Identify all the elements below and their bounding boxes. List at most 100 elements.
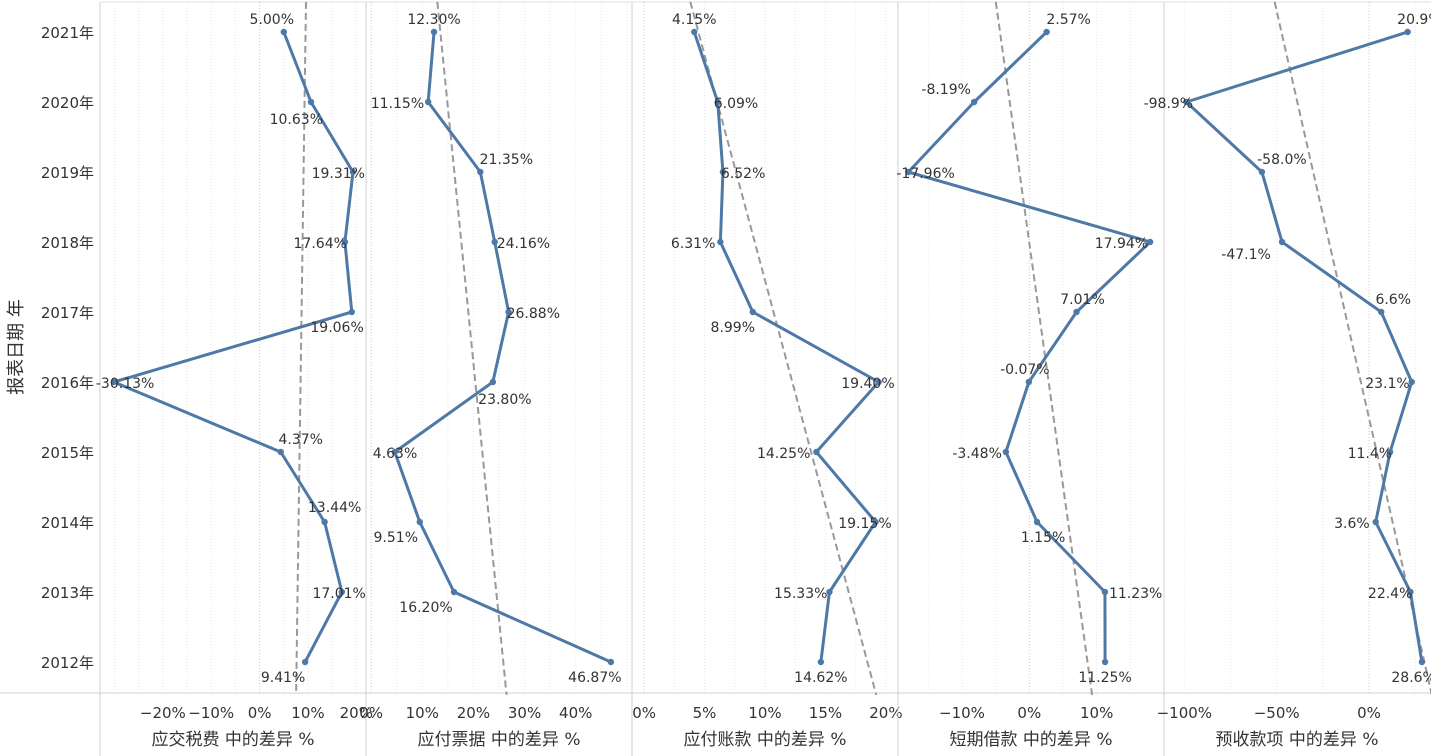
data-label: 19.40%	[841, 376, 894, 392]
data-point	[416, 518, 423, 526]
data-point	[277, 448, 284, 456]
data-label: 4.37%	[278, 432, 322, 448]
x-tick-label: 10%	[1080, 704, 1113, 722]
x-tick-label: 0%	[1017, 704, 1041, 722]
data-point	[424, 98, 432, 106]
data-point	[817, 658, 825, 666]
data-label: 19.06%	[310, 320, 363, 336]
data-point	[280, 28, 287, 36]
data-point	[348, 308, 355, 316]
series-line	[393, 31, 612, 664]
data-label: 11.25%	[1078, 670, 1131, 686]
data-label: 9.41%	[261, 670, 305, 686]
data-label: 8.99%	[711, 320, 755, 336]
y-tick-label: 2014年	[41, 514, 94, 532]
data-label: 2.57%	[1046, 12, 1090, 28]
y-tick-label: 2021年	[41, 24, 94, 42]
data-label: -30.13%	[96, 376, 154, 392]
data-point	[691, 28, 698, 36]
data-point	[813, 448, 820, 456]
data-label: 7.01%	[1060, 292, 1104, 308]
data-label: 6.52%	[721, 166, 765, 182]
data-label: 46.87%	[568, 670, 621, 686]
data-label: 22.4%	[1368, 586, 1412, 602]
data-point	[1407, 588, 1414, 596]
data-point	[341, 238, 349, 246]
data-point	[905, 168, 912, 176]
data-label: -3.48%	[952, 446, 1002, 462]
data-label: 9.51%	[374, 530, 418, 546]
chart-panel: −10% 0% 10% 短期借款 中的差异 % 2.57% -8.19% -17.96% 17…	[896, 1, 1165, 756]
data-label: 21.35%	[480, 152, 533, 168]
data-label: 10.63%	[270, 112, 323, 128]
data-label: 19.31%	[312, 166, 365, 182]
x-tick-label: −100%	[1157, 704, 1212, 722]
y-tick-label: 2018年	[41, 234, 94, 252]
data-label: 26.88%	[507, 306, 560, 322]
data-label: -0.07%	[1000, 362, 1050, 378]
data-label: 11.23%	[1109, 586, 1162, 602]
data-label: -58.0%	[1257, 152, 1307, 168]
data-label: 14.62%	[794, 670, 847, 686]
data-label: 11.4%	[1348, 446, 1392, 462]
data-point	[349, 168, 357, 176]
data-point	[391, 448, 398, 456]
panel-axis-title: 应付账款 中的差异 %	[684, 730, 847, 750]
data-point	[110, 378, 118, 386]
series-line	[906, 30, 1152, 663]
x-tick-label: −20%	[140, 704, 186, 722]
data-label: 23.80%	[478, 392, 531, 408]
data-point	[450, 588, 458, 596]
data-point	[307, 98, 315, 106]
data-point	[477, 168, 484, 176]
data-label: 17.64%	[294, 236, 347, 252]
x-tick-label: 0%	[248, 704, 272, 722]
panel-axis-title: 应付票据 中的差异 %	[418, 730, 581, 750]
data-point	[1404, 28, 1411, 36]
data-point	[1278, 238, 1286, 246]
data-point	[1101, 588, 1109, 596]
data-label: 12.30%	[407, 12, 460, 28]
data-label: 3.6%	[1334, 516, 1370, 532]
data-point	[505, 308, 512, 316]
data-point	[1073, 308, 1080, 316]
chart-panel: −20% −10% 0% 10% 20% 应交税费 中的差异 % 5.00% 10.63% 19…	[96, 1, 373, 756]
data-point	[607, 658, 615, 666]
chart-panel: 0% 10% 20% 30% 40% 应付票据 中的差异 % 12.30% 11.15% 21.…	[359, 1, 628, 756]
data-label: 19.15%	[838, 516, 891, 532]
panel-axis-title: 预收款项 中的差异 %	[1216, 730, 1379, 750]
data-point	[1146, 238, 1154, 246]
data-label: 6.09%	[714, 96, 758, 112]
y-tick-label: 2012年	[41, 654, 94, 672]
chart-panel: −100% −50% 0% 预收款项 中的差异 % 20.9% -98.9% -58.0% -…	[1144, 1, 1431, 756]
data-label: 28.6%	[1391, 670, 1431, 686]
trend-line	[436, 1, 508, 695]
data-label: 17.01%	[312, 586, 365, 602]
panel-axis-title: 应交税费 中的差异 %	[152, 730, 315, 750]
data-point	[1183, 98, 1190, 106]
y-tick-label: 2015年	[41, 444, 94, 462]
x-tick-label: 20%	[457, 704, 490, 722]
chart-panel: 0% 5% 10% 15% 20% 应付账款 中的差异 % 4.15% 6.09% 6.52% 6…	[631, 1, 903, 756]
data-label: 5.00%	[250, 12, 294, 28]
x-tick-label: 0%	[632, 704, 656, 722]
x-tick-label: 0%	[359, 704, 383, 722]
x-tick-label: 10%	[406, 704, 439, 722]
data-label: 6.31%	[671, 236, 715, 252]
data-point	[489, 378, 497, 386]
x-tick-label: 20%	[869, 704, 902, 722]
data-point	[719, 168, 727, 176]
data-label: 1.15%	[1021, 530, 1065, 546]
data-label: 20.9%	[1397, 12, 1431, 28]
x-tick-label: 40%	[559, 704, 592, 722]
data-point	[1386, 448, 1394, 456]
data-point	[714, 98, 721, 106]
data-label: 6.6%	[1375, 292, 1411, 308]
trend-line	[295, 1, 307, 695]
data-label: 15.33%	[774, 586, 827, 602]
data-point	[301, 658, 309, 666]
data-label: -47.1%	[1221, 247, 1271, 263]
x-tick-label: 0%	[1357, 704, 1381, 722]
data-label: 11.15%	[371, 96, 424, 112]
